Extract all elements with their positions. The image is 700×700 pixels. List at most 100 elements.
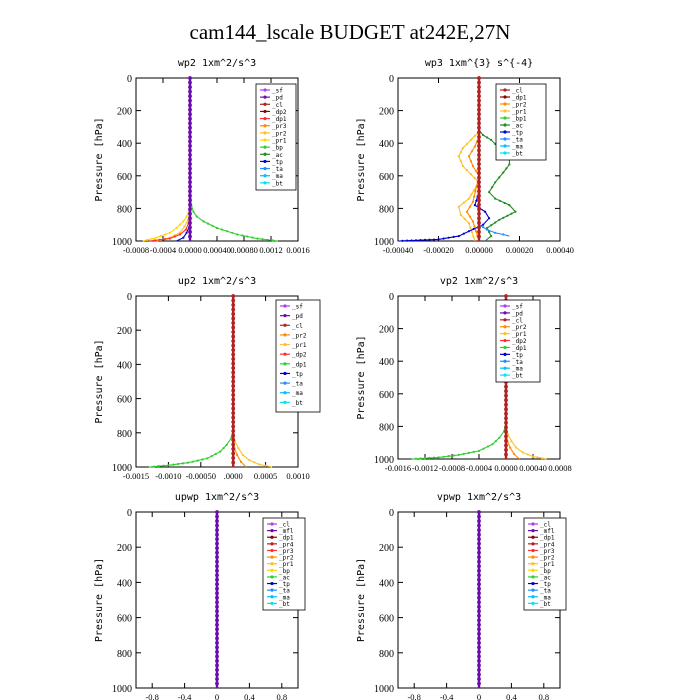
series-marker bbox=[540, 457, 544, 460]
series-marker bbox=[477, 559, 481, 564]
series-marker bbox=[215, 595, 219, 600]
legend-marker bbox=[263, 95, 267, 99]
x-tick-label: 0.00000 bbox=[465, 245, 493, 255]
y-tick-label: 600 bbox=[379, 614, 394, 625]
series-marker bbox=[504, 429, 508, 434]
series-marker bbox=[447, 236, 450, 239]
series-marker bbox=[241, 234, 244, 237]
chart-title: up2 1xm^2/s^3 bbox=[178, 276, 256, 287]
series-marker bbox=[477, 230, 481, 234]
series-marker bbox=[504, 294, 508, 298]
series-marker bbox=[215, 555, 219, 559]
series-marker bbox=[468, 205, 471, 208]
series-marker bbox=[504, 448, 508, 452]
series-marker bbox=[477, 586, 481, 591]
legend-label: _ac bbox=[512, 123, 523, 130]
series-marker bbox=[477, 568, 481, 573]
legend-marker bbox=[503, 325, 507, 329]
series-marker bbox=[231, 298, 236, 303]
chart-title: wp2 1xm^2/s^3 bbox=[178, 58, 256, 69]
series-marker bbox=[469, 226, 472, 229]
series-marker bbox=[459, 160, 462, 163]
series-marker bbox=[484, 210, 487, 213]
legend-marker bbox=[270, 601, 274, 605]
series-marker bbox=[423, 457, 427, 460]
series-marker bbox=[215, 668, 219, 672]
series-marker bbox=[214, 452, 217, 455]
y-axis-label: Pressure [hPa] bbox=[94, 117, 105, 201]
series-marker bbox=[477, 234, 481, 239]
series-marker bbox=[188, 180, 192, 185]
legend-label: _pd bbox=[272, 95, 283, 102]
series-marker bbox=[188, 116, 192, 121]
legend-label: _dp1 bbox=[279, 535, 294, 542]
series-marker bbox=[477, 519, 481, 523]
series-marker bbox=[178, 223, 181, 226]
series-marker bbox=[473, 204, 476, 207]
series-marker bbox=[188, 153, 192, 157]
series-marker bbox=[536, 456, 539, 459]
legend-label: _sf bbox=[512, 304, 523, 311]
x-tick-label: -0.4 bbox=[178, 692, 192, 700]
series-marker bbox=[477, 604, 481, 609]
series-marker bbox=[215, 528, 219, 532]
series-marker bbox=[473, 145, 476, 148]
series-marker bbox=[168, 237, 171, 240]
legend-label: _pr2 bbox=[272, 130, 287, 137]
series-marker bbox=[231, 442, 236, 447]
series-marker bbox=[188, 76, 192, 80]
series-marker bbox=[506, 214, 509, 217]
legend-marker bbox=[283, 400, 287, 404]
series-marker bbox=[215, 677, 219, 681]
series-marker bbox=[477, 80, 481, 85]
series-marker bbox=[231, 325, 236, 330]
series-marker bbox=[196, 459, 199, 462]
legend-label: _cl bbox=[512, 88, 523, 95]
series-marker bbox=[477, 663, 481, 668]
series-marker bbox=[477, 193, 481, 198]
series-marker bbox=[215, 564, 219, 569]
series-marker bbox=[477, 198, 481, 203]
legend-marker bbox=[283, 333, 287, 337]
legend-label: _pr4 bbox=[540, 541, 555, 548]
series-marker bbox=[477, 514, 481, 519]
series-marker bbox=[231, 352, 236, 357]
legend-label: _pr1 bbox=[272, 138, 287, 145]
series-marker bbox=[477, 125, 481, 130]
y-tick-label: 0 bbox=[389, 74, 394, 85]
series-marker bbox=[471, 200, 474, 203]
series-marker bbox=[472, 227, 475, 231]
series-marker bbox=[159, 235, 162, 238]
series-marker bbox=[502, 216, 505, 219]
series-marker bbox=[437, 456, 440, 459]
legend-label: _cl bbox=[540, 522, 551, 529]
legend-marker bbox=[270, 555, 274, 559]
series-marker bbox=[231, 231, 234, 234]
series-marker bbox=[477, 622, 481, 627]
series-marker bbox=[504, 398, 508, 402]
series-marker bbox=[477, 225, 481, 230]
series-marker bbox=[231, 366, 236, 370]
series-marker bbox=[175, 226, 178, 230]
series-marker bbox=[188, 162, 192, 166]
series-marker bbox=[162, 464, 165, 467]
legend-marker bbox=[283, 342, 287, 347]
series-marker bbox=[182, 236, 185, 239]
chart-panel-upwp: upwp 1xm^2/s^3 Pressure [hPa] 0 200 400 600 80… bbox=[94, 492, 306, 700]
series-marker bbox=[215, 591, 219, 596]
series-marker bbox=[442, 455, 445, 458]
legend-marker bbox=[531, 542, 535, 546]
series-marker bbox=[477, 546, 481, 550]
series-marker bbox=[195, 215, 198, 218]
legend-label: _sf bbox=[292, 304, 303, 311]
series-marker bbox=[146, 238, 149, 241]
legend-label: _dp2 bbox=[272, 109, 287, 116]
series-marker bbox=[231, 424, 236, 429]
series-marker bbox=[188, 166, 192, 171]
series-marker bbox=[477, 668, 481, 672]
legend-label: _bt bbox=[292, 400, 303, 407]
series-marker bbox=[230, 436, 233, 439]
series-marker bbox=[477, 523, 481, 528]
series-marker bbox=[231, 334, 236, 339]
